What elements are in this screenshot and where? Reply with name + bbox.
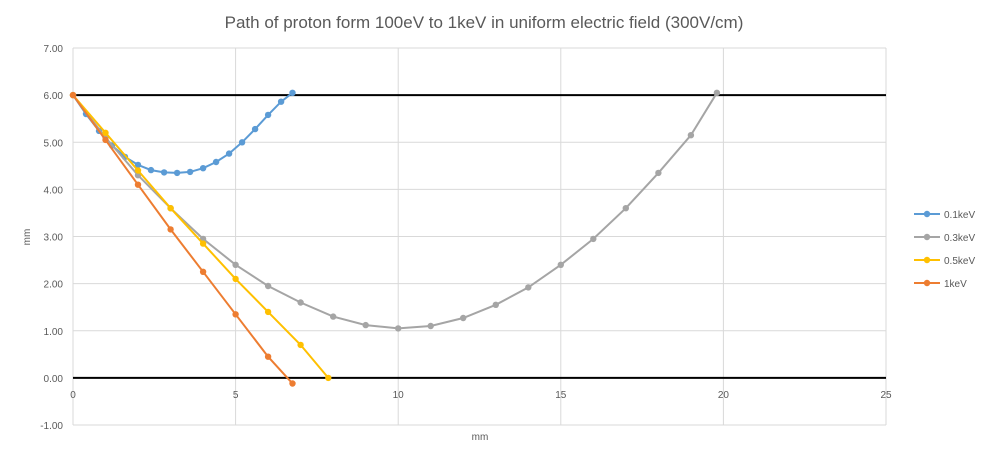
- data-point: [289, 380, 296, 387]
- legend-label: 0.5keV: [944, 256, 975, 267]
- data-point: [460, 314, 467, 322]
- x-tick-label: 20: [718, 390, 730, 401]
- y-axis-title: mm: [22, 229, 33, 246]
- legend: 0.1keV 0.3keV 0.5keV 1keV: [914, 210, 975, 290]
- y-tick-label: 2.00: [44, 280, 64, 291]
- x-tick-label: 10: [393, 390, 405, 401]
- data-point: [297, 299, 304, 306]
- data-point: [199, 240, 207, 247]
- data-point: [655, 169, 662, 177]
- data-point: [557, 261, 564, 268]
- legend-swatch-marker: [923, 210, 931, 218]
- data-point: [147, 166, 155, 174]
- data-point: [134, 181, 142, 188]
- data-point: [69, 91, 77, 99]
- data-point: [297, 341, 304, 349]
- data-point: [134, 167, 142, 174]
- legend-item: 1keV: [914, 279, 967, 290]
- data-point: [102, 136, 109, 144]
- y-tick-label: 7.00: [44, 44, 64, 55]
- data-point: [330, 313, 337, 320]
- legend-label: 1keV: [944, 279, 967, 290]
- data-point: [492, 301, 499, 308]
- data-point: [160, 169, 168, 176]
- series-0.3keV: [69, 89, 721, 332]
- y-tick-label: 4.00: [44, 185, 64, 196]
- data-point: [186, 168, 194, 176]
- x-tick-labels: 0 5 10 15 20 25: [70, 390, 892, 401]
- data-point: [264, 282, 272, 290]
- chart-title: Path of proton form 100eV to 1keV in uni…: [225, 13, 744, 32]
- data-point: [264, 353, 272, 360]
- data-point: [427, 322, 434, 330]
- data-point: [134, 161, 142, 169]
- data-point: [277, 98, 285, 105]
- x-tick-label: 25: [880, 390, 892, 401]
- legend-swatch-marker: [923, 256, 931, 264]
- y-tick-label: 5.00: [44, 138, 64, 149]
- data-point: [102, 129, 109, 136]
- y-tick-labels: 7.00 6.00 5.00 4.00 3.00 2.00 1.00 0.00 -1.00: [40, 44, 63, 432]
- legend-item: 0.1keV: [914, 210, 975, 221]
- y-tick-label: 0.00: [44, 374, 64, 385]
- data-point: [199, 165, 207, 172]
- legend-swatch-marker: [923, 233, 931, 241]
- legend-label: 0.1keV: [944, 210, 975, 221]
- data-point: [232, 275, 239, 283]
- data-point: [687, 132, 695, 139]
- data-point: [212, 158, 220, 166]
- series-1keV: [69, 91, 296, 387]
- data-point: [225, 150, 233, 157]
- reference-lines: [73, 94, 886, 379]
- grid-lines: [72, 47, 887, 426]
- data-point: [362, 321, 369, 329]
- data-point: [167, 205, 174, 212]
- data-point: [232, 261, 239, 268]
- data-point: [264, 111, 272, 119]
- series-line: [72, 94, 294, 385]
- y-tick-label: 1.00: [44, 327, 64, 338]
- data-point: [713, 89, 721, 97]
- legend-swatch-marker: [923, 279, 931, 287]
- data-point: [232, 311, 239, 318]
- data-point: [622, 205, 629, 212]
- y-tick-label: 3.00: [44, 233, 64, 244]
- x-axis-title: mm: [472, 432, 489, 443]
- data-point: [167, 226, 174, 233]
- data-point: [264, 308, 272, 316]
- data-point: [199, 268, 207, 275]
- y-tick-label: -1.00: [40, 421, 63, 432]
- data-point: [590, 235, 597, 243]
- legend-item: 0.3keV: [914, 233, 975, 244]
- y-tick-label: 6.00: [44, 91, 64, 102]
- data-point: [238, 139, 246, 146]
- data-point: [525, 284, 532, 291]
- series-0.5keV: [69, 91, 332, 382]
- series-layer: [69, 89, 721, 387]
- x-tick-label: 0: [70, 390, 76, 401]
- data-point: [395, 325, 402, 332]
- data-point: [173, 169, 181, 177]
- x-tick-label: 15: [555, 390, 567, 401]
- legend-label: 0.3keV: [944, 233, 975, 244]
- legend-item: 0.5keV: [914, 256, 975, 267]
- data-point: [325, 374, 332, 382]
- x-tick-label: 5: [233, 390, 239, 401]
- data-point: [251, 125, 259, 133]
- data-point: [289, 89, 296, 97]
